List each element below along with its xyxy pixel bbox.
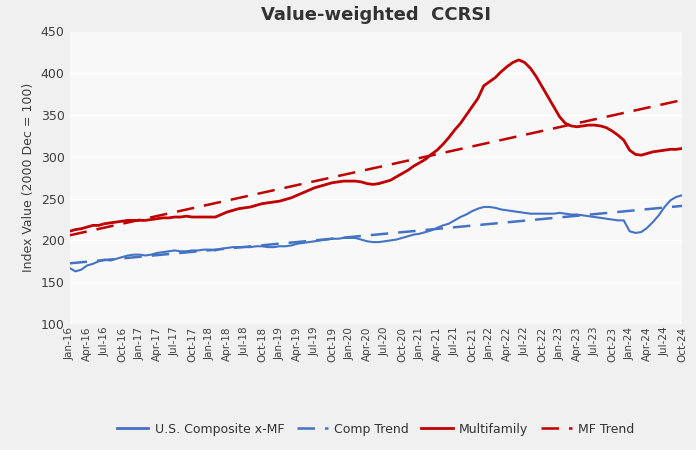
Title: Value-weighted  CCRSI: Value-weighted CCRSI (261, 6, 491, 24)
Legend: U.S. Composite x-MF, Comp Trend, Multifamily, MF Trend: U.S. Composite x-MF, Comp Trend, Multifa… (112, 418, 640, 441)
Y-axis label: Index Value (2000 Dec = 100): Index Value (2000 Dec = 100) (22, 83, 35, 272)
